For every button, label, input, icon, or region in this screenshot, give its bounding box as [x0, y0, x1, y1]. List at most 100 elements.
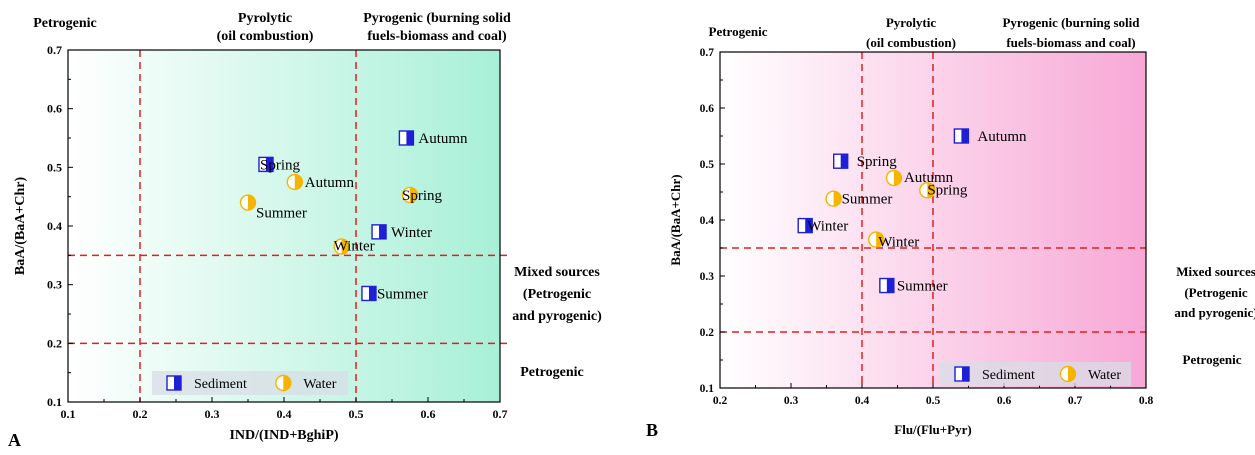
panel-a-water-point-autumn-marker-fill	[294, 174, 303, 190]
panel-a-water-point-spring-label: Spring	[402, 188, 443, 204]
panel-a-sediment-point-winter-marker-fill	[379, 224, 387, 239]
panel-a-water-point-spring: Spring	[401, 186, 443, 204]
panel-b-x-tick-label: 0.5	[926, 395, 941, 407]
panel-b-water-point-autumn: Autumn	[885, 169, 954, 187]
panel-a-region-top-right-line: fuels-biomass and coal)	[367, 29, 507, 44]
panel-b-region-top-right-line: fuels-biomass and coal)	[1006, 35, 1135, 50]
panel-a-legend-sediment-marker-fill	[174, 376, 181, 390]
panel-a-x-tick-label: 0.5	[349, 407, 364, 421]
panel-a-region-right-bottom: Petrogenic	[520, 365, 584, 380]
panel-b-y-tick-label: 0.7	[700, 47, 715, 59]
panel-a-y-tick-label: 0.2	[47, 336, 62, 350]
panel-b-region-right-mid-line: and pyrogenic)	[1174, 305, 1255, 320]
panel-b-sediment-point-summer-marker-fill	[886, 278, 894, 293]
panel-b-water-point-autumn-marker-fill	[893, 170, 902, 186]
panel-a-water-point-summer-label: Summer	[256, 206, 307, 222]
panel-a-sediment-point-summer-marker-fill	[368, 286, 376, 301]
panel-b-y-tick-label: 0.5	[700, 159, 715, 171]
panel-b-sediment-point-summer: Summer	[879, 277, 948, 295]
panel-a-water-point-summer-marker-fill	[248, 195, 256, 211]
panel-a-x-tick-label: 0.6	[421, 407, 436, 421]
panel-b-x-tick-label: 0.7	[1068, 395, 1083, 407]
panel-a-legend-sediment-label: Sediment	[194, 377, 247, 392]
panel-a-sediment-point-winter-label: Winter	[391, 225, 432, 241]
panel-b-legend-sediment-marker-fill	[962, 367, 969, 381]
panel-b-x-axis-label: Flu/(Flu+Pyr)	[894, 422, 971, 437]
panel-b-water-point-winter: Winter	[868, 231, 919, 251]
panel-a-sediment-point-spring: Spring	[258, 156, 301, 173]
panel-b-x-tick-label: 0.2	[713, 395, 728, 407]
panel-b-water-point-autumn-label: Autumn	[904, 170, 954, 186]
panel-a-legend-water-label: Water	[303, 377, 336, 392]
panel-a-x-tick-label: 0.2	[133, 407, 148, 421]
panel-a-y-tick-label: 0.6	[47, 102, 62, 116]
panel-a-legend: Sediment Water	[152, 371, 348, 395]
panel-b-region-right-mid-line: (Petrogenic	[1184, 285, 1248, 300]
panel-b-y-tick-label: 0.4	[700, 215, 715, 227]
panel-b-sediment-point-autumn-label: Autumn	[977, 129, 1027, 145]
panel-b-x-tick-label: 0.6	[997, 395, 1012, 407]
panel-b-sediment-point-winter: Winter	[797, 217, 848, 235]
panel-a-water-point-winter: Winter	[333, 238, 375, 255]
panel-a-y-tick-label: 0.1	[47, 395, 62, 409]
panel-b-water-point-winter-label: Winter	[878, 235, 919, 251]
panel-a-y-axis-label: BaA/(BaA+Chr)	[13, 177, 28, 276]
panel-b-region-top-right-line: Pyrogenic (burning solid	[1002, 15, 1140, 30]
panel-a-x-tick-label: 0.7	[493, 407, 508, 421]
panel-b-y-tick-label: 0.1	[700, 383, 715, 395]
panel-a-sediment-point-spring-marker-fill	[266, 157, 273, 172]
panel-a-region-top-mid-line: Pyrolytic	[238, 11, 292, 26]
panel-a-water-point-spring-marker-fill	[410, 187, 418, 203]
panel-a-legend-water-marker-fill	[283, 375, 291, 391]
panel-a-sediment-point-winter: Winter	[371, 224, 432, 241]
panel-a-sediment-point-summer-label: Summer	[377, 286, 428, 302]
panel-b-region-right-mid-line: Mixed sources	[1176, 264, 1255, 279]
panel-a-sediment-point-autumn: Autumn	[398, 130, 468, 147]
panel-a-water-point-autumn: Autumn	[286, 173, 355, 191]
panel-a-plot-background	[68, 50, 500, 402]
panel-b-sediment-point-autumn-marker-fill	[961, 129, 969, 143]
panel-a-sediment-point-spring-label: Spring	[260, 157, 301, 173]
panel-b-water-point-spring: Spring	[919, 182, 968, 199]
panel-a-region-right-mid-line: (Petrogenic	[523, 287, 591, 302]
panel-a-x-tick-label: 0.1	[61, 407, 76, 421]
panel-a: 0.1 0.2 0.3 0.4 0.5 0.6 0.7 0.1 0.2 0.3 0.4 0.5 0.6 0…	[8, 11, 602, 450]
panel-b-region-right-bottom: Petrogenic	[1183, 352, 1242, 367]
panel-b-y-tick-label: 0.6	[700, 103, 715, 115]
panel-b-panel-letter: B	[646, 420, 658, 440]
panel-a-water-point-summer: Summer	[239, 194, 307, 222]
panel-b-water-point-summer-label: Summer	[842, 192, 893, 208]
panel-b-sediment-point-spring-marker-fill	[840, 154, 848, 169]
panel-b-water-point-summer: Summer	[825, 190, 893, 208]
panel-b-y-tick-label: 0.2	[700, 327, 715, 339]
panel-a-water-point-autumn-label: Autumn	[305, 175, 355, 191]
panel-b-x-tick-label: 0.3	[784, 395, 799, 407]
panel-a-y-tick-label: 0.5	[47, 160, 62, 174]
panel-a-region-top-right-line: Pyrogenic (burning solid	[363, 11, 511, 26]
panel-a-sediment-point-autumn-label: Autumn	[418, 131, 468, 147]
panel-a-region-right-mid-line: and pyrogenic)	[512, 309, 602, 324]
panel-b-legend: Sediment Water	[940, 362, 1131, 386]
panel-a-x-axis-label: IND/(IND+BghiP)	[229, 428, 338, 443]
panel-a-x-tick-label: 0.3	[205, 407, 220, 421]
panel-a-x-tick-label: 0.4	[277, 407, 292, 421]
panel-a-y-tick-label: 0.3	[47, 278, 62, 292]
panel-b-x-tick-label: 0.8	[1139, 395, 1154, 407]
panel-b-water-point-summer-marker-fill	[833, 191, 842, 207]
panel-b-water-point-spring-label: Spring	[927, 182, 968, 198]
panel-a-water-point-winter-label: Winter	[334, 239, 375, 255]
panel-b-region-top-mid-line: Pyrolytic	[886, 15, 937, 30]
panel-b: 0.2 0.3 0.4 0.5 0.6 0.7 0.80.10.20.30.40.50.60…	[646, 15, 1255, 440]
panel-b-legend-sediment-label: Sediment	[982, 368, 1035, 383]
panel-b-water-point-winter-marker-fill	[876, 232, 884, 248]
panel-b-y-tick-label: 0.3	[700, 271, 715, 283]
panel-b-water-point-spring-marker-fill	[927, 182, 935, 198]
panel-a-region-top-left: Petrogenic	[33, 16, 97, 31]
panel-b-sediment-point-autumn: Autumn	[953, 128, 1027, 145]
panel-b-region-top-mid-line: (oil combustion)	[866, 35, 956, 50]
panel-b-region-top-left: Petrogenic	[709, 24, 768, 39]
panel-b-sediment-point-spring-label: Spring	[857, 154, 898, 170]
panel-b-legend-water-label: Water	[1088, 368, 1121, 383]
panel-a-panel-letter: A	[8, 430, 21, 450]
